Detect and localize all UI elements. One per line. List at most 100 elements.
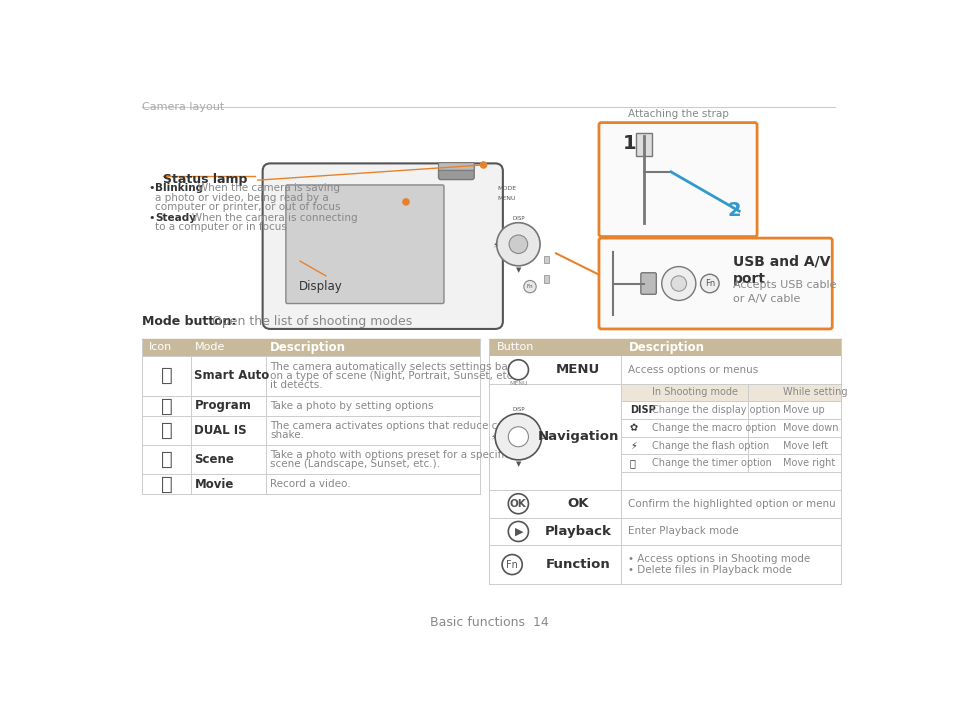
Text: 1: 1 <box>622 134 636 153</box>
Text: Description: Description <box>270 341 346 354</box>
Text: Fn: Fn <box>506 559 517 570</box>
Circle shape <box>495 414 541 460</box>
Circle shape <box>497 222 539 266</box>
Text: ▼: ▼ <box>516 267 520 274</box>
Text: Move up: Move up <box>781 405 823 415</box>
Text: to a computer or in focus: to a computer or in focus <box>154 222 287 232</box>
Text: Function: Function <box>545 558 610 571</box>
Text: Button: Button <box>497 343 534 352</box>
Text: Change the display option: Change the display option <box>651 405 780 415</box>
FancyBboxPatch shape <box>286 185 443 304</box>
Text: Change the flash option: Change the flash option <box>651 441 768 451</box>
Text: Navigation: Navigation <box>537 431 618 444</box>
Text: Confirm the highlighted option or menu: Confirm the highlighted option or menu <box>628 499 835 509</box>
Text: : When the camera is saving: : When the camera is saving <box>192 184 340 194</box>
Text: shake.: shake. <box>270 431 304 440</box>
Bar <box>543 256 549 264</box>
Text: ⚡: ⚡ <box>490 432 496 441</box>
Text: ▶: ▶ <box>515 526 523 536</box>
Text: DISP: DISP <box>512 407 524 412</box>
Text: Accepts USB cable
or A/V cable: Accepts USB cable or A/V cable <box>732 280 836 304</box>
Text: Blinking: Blinking <box>154 184 203 194</box>
Text: scene (Landscape, Sunset, etc.).: scene (Landscape, Sunset, etc.). <box>270 459 440 469</box>
Bar <box>543 275 549 283</box>
Text: Camera layout: Camera layout <box>142 102 225 112</box>
Text: Move right: Move right <box>781 459 834 468</box>
FancyBboxPatch shape <box>438 164 474 179</box>
Text: ⬛: ⬛ <box>160 450 172 469</box>
Text: •: • <box>149 184 155 194</box>
Text: Program: Program <box>194 400 251 413</box>
Bar <box>620 384 840 401</box>
Text: Take a photo with options preset for a specific: Take a photo with options preset for a s… <box>270 450 510 460</box>
Text: MENU: MENU <box>509 381 527 385</box>
Text: Access options or menus: Access options or menus <box>628 365 758 374</box>
Circle shape <box>700 274 719 293</box>
Text: While setting: While setting <box>781 387 846 397</box>
Text: Fn: Fn <box>526 284 533 289</box>
Text: 2: 2 <box>727 202 740 220</box>
Text: ⚡: ⚡ <box>492 240 497 248</box>
Text: ↄ: ↄ <box>540 432 545 441</box>
Circle shape <box>480 162 486 168</box>
Text: •: • <box>149 212 155 222</box>
Circle shape <box>508 521 528 541</box>
Text: The camera automatically selects settings based: The camera automatically selects setting… <box>270 361 526 372</box>
Text: Movie: Movie <box>194 478 233 491</box>
Text: Icon: Icon <box>149 343 172 352</box>
Circle shape <box>670 276 686 291</box>
Text: Scene: Scene <box>194 454 234 467</box>
Text: Change the macro option: Change the macro option <box>651 423 775 433</box>
Text: computer or printer, or out of focus: computer or printer, or out of focus <box>154 202 340 212</box>
Text: Playback: Playback <box>544 525 611 538</box>
Bar <box>488 339 840 356</box>
Text: ⬛: ⬛ <box>160 475 172 494</box>
Text: USB and A/V
port: USB and A/V port <box>732 254 830 286</box>
Text: Change the timer option: Change the timer option <box>651 459 771 468</box>
Text: OK: OK <box>510 499 526 509</box>
Bar <box>636 132 651 156</box>
Text: OK: OK <box>567 498 588 510</box>
Text: Fn: Fn <box>704 279 714 288</box>
Circle shape <box>509 235 527 253</box>
Text: it detects.: it detects. <box>270 380 323 390</box>
Text: Enter Playback mode: Enter Playback mode <box>628 526 739 536</box>
Text: a photo or video, being read by a: a photo or video, being read by a <box>154 193 328 202</box>
Circle shape <box>402 199 409 205</box>
Text: Display: Display <box>298 280 342 294</box>
Text: Mode: Mode <box>194 343 225 352</box>
Text: Mode button:: Mode button: <box>142 315 236 328</box>
Text: Status lamp: Status lamp <box>163 174 248 186</box>
Text: Steady: Steady <box>154 212 195 222</box>
FancyBboxPatch shape <box>262 163 502 329</box>
Circle shape <box>523 280 536 293</box>
Text: The camera activates options that reduce camera: The camera activates options that reduce… <box>270 421 531 431</box>
Text: MENU: MENU <box>497 196 516 201</box>
Text: DISP: DISP <box>629 405 655 415</box>
Circle shape <box>501 554 521 575</box>
Text: on a type of scene (Night, Portrait, Sunset, etc.): on a type of scene (Night, Portrait, Sun… <box>270 371 519 381</box>
Text: DISP: DISP <box>512 216 524 221</box>
Text: ▼: ▼ <box>516 462 520 467</box>
Text: : When the camera is connecting: : When the camera is connecting <box>185 212 357 222</box>
Text: ⚡: ⚡ <box>629 441 637 451</box>
Text: ⬛: ⬛ <box>160 421 172 440</box>
Text: DUAL IS: DUAL IS <box>194 424 247 437</box>
Text: Record a video.: Record a video. <box>270 480 351 490</box>
Text: Basic functions  14: Basic functions 14 <box>429 616 548 629</box>
FancyBboxPatch shape <box>598 122 757 237</box>
Text: In Shooting mode: In Shooting mode <box>651 387 737 397</box>
Circle shape <box>508 494 528 514</box>
Text: MENU: MENU <box>556 364 599 377</box>
Text: • Access options in Shooting mode: • Access options in Shooting mode <box>628 554 810 564</box>
Text: Description: Description <box>628 341 703 354</box>
FancyBboxPatch shape <box>598 238 831 329</box>
Text: Attaching the strap: Attaching the strap <box>627 109 728 119</box>
Circle shape <box>661 266 695 300</box>
Text: ⬛: ⬛ <box>160 366 172 385</box>
Text: ✿: ✿ <box>629 423 638 433</box>
Text: • Delete files in Playback mode: • Delete files in Playback mode <box>628 565 792 575</box>
Text: Move left: Move left <box>781 441 827 451</box>
Text: Take a photo by setting options: Take a photo by setting options <box>270 401 434 411</box>
Bar <box>142 339 479 356</box>
